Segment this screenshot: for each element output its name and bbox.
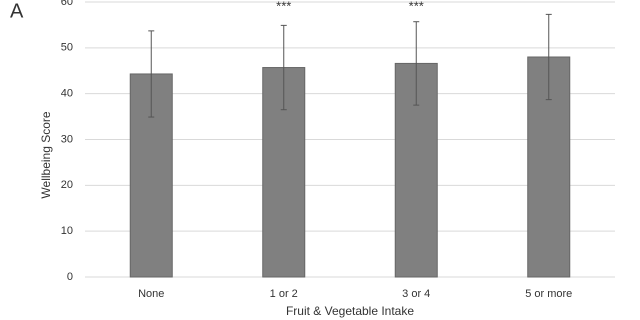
y-tick-label: 20 — [61, 179, 73, 191]
x-tick-label: 3 or 4 — [402, 288, 430, 300]
y-tick-label: 10 — [61, 225, 73, 237]
y-tick-label: 0 — [67, 271, 73, 283]
x-tick-label: 5 or more — [525, 288, 572, 300]
y-tick-label: 40 — [61, 88, 73, 100]
y-axis-label: Wellbeing Score — [39, 111, 53, 198]
x-axis-label: Fruit & Vegetable Intake — [286, 304, 414, 318]
significance-label: *** — [409, 0, 424, 13]
y-tick-label: 50 — [61, 42, 73, 54]
x-tick-label: None — [138, 288, 164, 300]
y-tick-label: 30 — [61, 133, 73, 145]
significance-label: *** — [276, 0, 291, 13]
y-tick-label: 60 — [61, 0, 73, 8]
x-tick-label: 1 or 2 — [270, 288, 298, 300]
panel-label: A — [10, 0, 24, 22]
